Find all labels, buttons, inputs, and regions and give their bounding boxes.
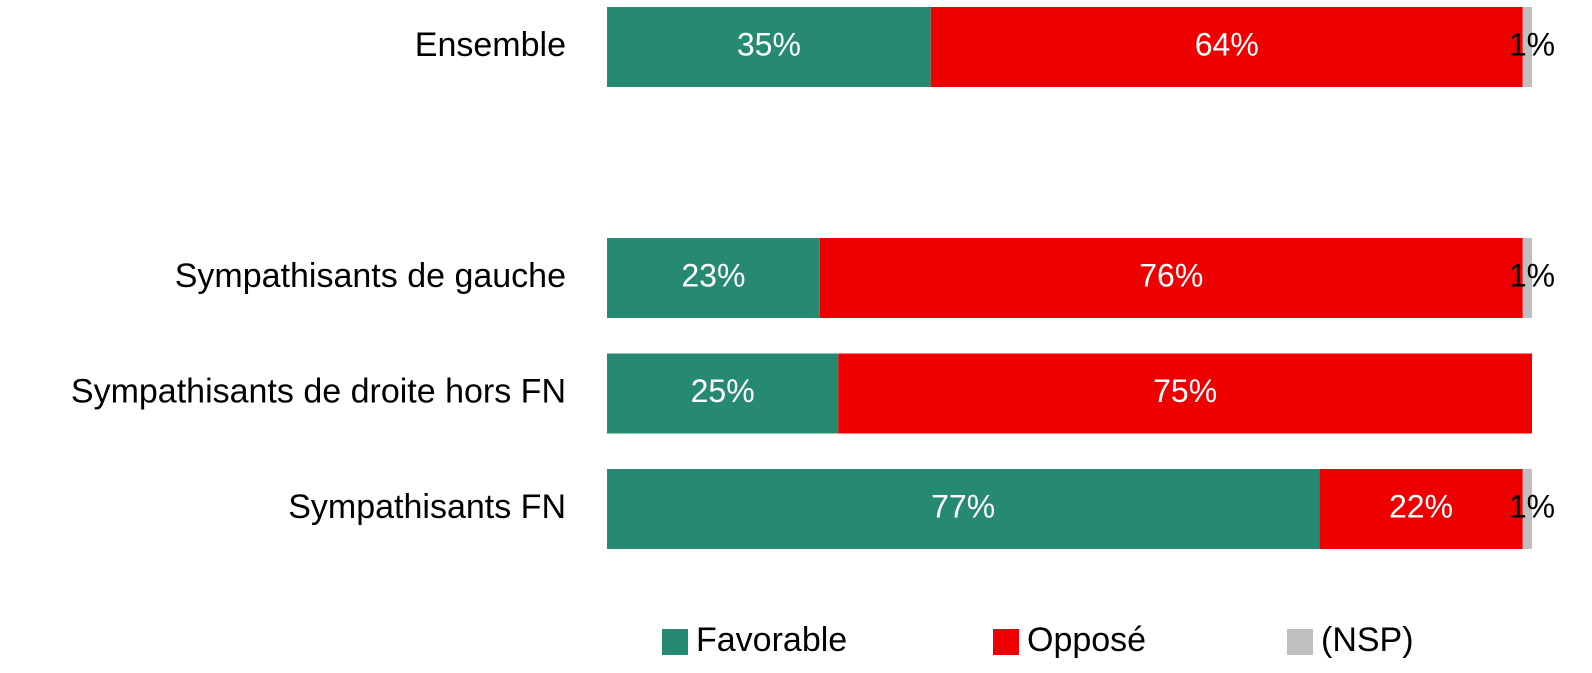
- category-label: Ensemble: [415, 26, 566, 64]
- category-label: Sympathisants de droite hors FN: [71, 372, 566, 410]
- bar-segment: [607, 353, 839, 434]
- value-label: 64%: [1195, 26, 1259, 62]
- bar-segment: [1522, 7, 1532, 87]
- legend-label: Favorable: [696, 621, 847, 659]
- value-label: 76%: [1139, 257, 1203, 293]
- bar-segment: [607, 238, 820, 318]
- value-label: 1%: [1509, 257, 1555, 293]
- value-label: 77%: [931, 488, 995, 524]
- legend-swatch: [662, 629, 688, 655]
- bar-segment: [1319, 469, 1523, 549]
- value-label: 22%: [1389, 488, 1453, 524]
- legend-label: (NSP): [1321, 621, 1414, 659]
- bar-segment: [930, 7, 1523, 87]
- category-label: Sympathisants de gauche: [175, 257, 566, 295]
- value-label: 1%: [1509, 488, 1555, 524]
- bar-segment: [607, 469, 1320, 549]
- value-label: 1%: [1509, 26, 1555, 62]
- legend-swatch: [993, 629, 1019, 655]
- category-label: Sympathisants FN: [288, 488, 566, 526]
- legend-swatch: [1287, 629, 1313, 655]
- value-label: 35%: [737, 26, 801, 62]
- legend-label: Opposé: [1027, 621, 1146, 659]
- bar-segment: [819, 238, 1523, 318]
- bar-segment: [607, 7, 931, 87]
- bar-segment: [838, 353, 1532, 434]
- value-label: 25%: [691, 373, 755, 409]
- value-label: 75%: [1153, 373, 1217, 409]
- value-label: 23%: [681, 257, 745, 293]
- bar-segment: [1522, 238, 1532, 318]
- bar-segment: [1522, 469, 1532, 549]
